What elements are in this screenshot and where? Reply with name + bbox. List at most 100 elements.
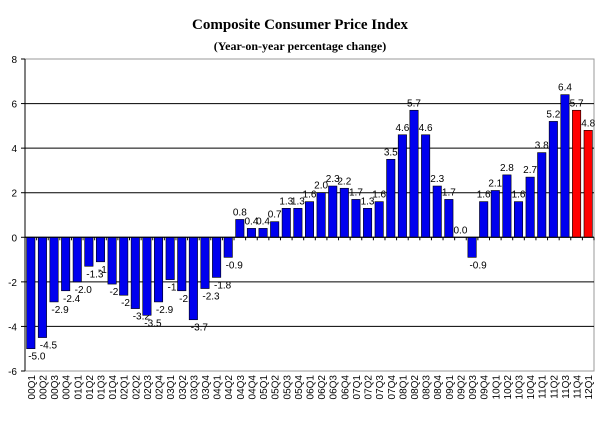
x-tick-label-05Q3: 05Q3: [282, 375, 293, 400]
x-tick-label-08Q2: 08Q2: [410, 375, 421, 400]
data-label-12Q1: 4.8: [581, 118, 595, 129]
data-label-11Q3: 6.4: [558, 83, 572, 94]
data-label-04Q4: 0.4: [244, 216, 258, 227]
bar-00Q4: [61, 236, 71, 292]
data-label-05Q3: 1.3: [279, 196, 293, 207]
x-tick-label-10Q1: 10Q1: [491, 375, 502, 400]
x-tick-label-03Q4: 03Q4: [201, 375, 212, 400]
bar-02Q2: [130, 236, 140, 309]
x-tick-label-00Q2: 00Q2: [38, 375, 49, 400]
x-tick-label-02Q4: 02Q4: [155, 375, 166, 400]
data-label-11Q2: 5.2: [546, 109, 560, 120]
data-label-09Q2: 0.0: [454, 225, 468, 236]
bar-08Q3: [421, 134, 431, 238]
x-tick-label-01Q2: 01Q2: [85, 375, 96, 400]
y-tick-label: 8: [11, 55, 17, 66]
x-tick-label-01Q4: 01Q4: [108, 375, 119, 400]
bar-11Q2: [548, 121, 558, 238]
x-tick-label-11Q4: 11Q4: [573, 375, 584, 399]
y-tick-label: -4: [8, 322, 17, 333]
x-tick-label-04Q2: 04Q2: [224, 375, 235, 400]
x-tick-label-07Q2: 07Q2: [364, 375, 375, 400]
x-tick-label-04Q3: 04Q3: [236, 375, 247, 400]
bar-06Q2: [316, 192, 326, 238]
bar-08Q2: [409, 109, 419, 238]
data-label-10Q2: 2.8: [500, 163, 514, 174]
bar-09Q1: [444, 199, 454, 238]
bar-01Q4: [107, 236, 117, 285]
data-label-10Q4: 2.7: [523, 165, 537, 176]
bar-04Q1: [212, 236, 222, 278]
x-tick-label-04Q1: 04Q1: [213, 375, 224, 400]
bar-12Q1: [583, 130, 593, 238]
x-tick-label-04Q4: 04Q4: [247, 375, 258, 400]
bar-00Q3: [49, 236, 59, 303]
data-label-02Q3: -3.5: [144, 318, 162, 329]
x-tick-label-08Q4: 08Q4: [433, 375, 444, 400]
data-label-02Q2: -3.2: [133, 312, 151, 323]
bar-03Q2: [177, 236, 187, 292]
y-tick-label: -2: [8, 278, 17, 289]
x-tick-label-09Q2: 09Q2: [456, 375, 467, 400]
x-tick-label-02Q1: 02Q1: [120, 375, 131, 400]
x-tick-label-06Q1: 06Q1: [306, 375, 317, 400]
x-tick-label-09Q4: 09Q4: [480, 375, 491, 400]
bar-03Q4: [200, 236, 210, 289]
bar-09Q4: [479, 201, 489, 238]
data-label-00Q1: -5.0: [28, 352, 46, 363]
bar-05Q3: [281, 208, 291, 238]
bar-06Q4: [339, 187, 349, 238]
x-tick-label-11Q3: 11Q3: [561, 375, 572, 399]
x-tick-label-05Q2: 05Q2: [271, 375, 282, 400]
data-label-06Q4: 2.2: [337, 176, 351, 187]
x-tick-label-01Q1: 01Q1: [73, 375, 84, 400]
data-label-04Q1: -1.8: [214, 280, 232, 291]
data-label-11Q1: 3.8: [535, 141, 549, 152]
x-tick-label-00Q1: 00Q1: [27, 375, 38, 400]
bar-02Q4: [154, 236, 164, 303]
data-label-03Q1: -1.9: [168, 283, 186, 294]
data-label-10Q3: 1.6: [512, 190, 526, 201]
bar-07Q1: [351, 199, 361, 238]
data-label-00Q4: -2.4: [63, 294, 81, 305]
bar-04Q2: [223, 236, 233, 258]
data-label-02Q1: -2.6: [121, 298, 139, 309]
bar-01Q2: [84, 236, 94, 267]
bar-05Q2: [270, 221, 280, 238]
bar-07Q4: [386, 158, 396, 238]
data-label-07Q1: 1.7: [349, 187, 363, 198]
data-label-08Q3: 4.6: [419, 123, 433, 134]
bar-00Q1: [26, 236, 36, 350]
x-tick-label-06Q4: 06Q4: [340, 375, 351, 400]
x-tick-label-10Q2: 10Q2: [503, 375, 514, 400]
bar-01Q1: [72, 236, 82, 283]
data-label-04Q3: 0.8: [233, 207, 247, 218]
bar-02Q1: [119, 236, 129, 296]
x-tick-label-01Q3: 01Q3: [96, 375, 107, 400]
x-tick-label-03Q1: 03Q1: [166, 375, 177, 400]
data-label-07Q2: 1.3: [361, 196, 375, 207]
bar-05Q1: [258, 228, 268, 238]
y-tick-label: 2: [11, 189, 17, 200]
data-label-01Q1: -2.0: [75, 285, 93, 296]
bar-06Q1: [304, 201, 314, 238]
bar-06Q3: [328, 185, 338, 238]
bar-00Q2: [37, 236, 47, 338]
chart-title: Composite Consumer Price Index: [192, 17, 408, 33]
y-tick-label: 4: [11, 144, 17, 155]
bar-11Q4: [572, 109, 582, 238]
data-label-08Q4: 2.3: [430, 174, 444, 185]
data-label-08Q2: 5.7: [407, 98, 421, 109]
data-label-05Q4: 1.3: [291, 196, 305, 207]
x-tick-label-09Q1: 09Q1: [445, 375, 456, 400]
bar-11Q1: [537, 152, 547, 238]
x-tick-label-11Q2: 11Q2: [549, 375, 560, 399]
x-tick-label-02Q2: 02Q2: [131, 375, 142, 400]
data-label-09Q4: 1.6: [477, 190, 491, 201]
bar-09Q3: [467, 236, 477, 258]
x-tick-label-08Q3: 08Q3: [422, 375, 433, 400]
bar-10Q4: [525, 176, 535, 238]
data-label-07Q4: 3.5: [384, 147, 398, 158]
x-tick-label-06Q2: 06Q2: [317, 375, 328, 400]
